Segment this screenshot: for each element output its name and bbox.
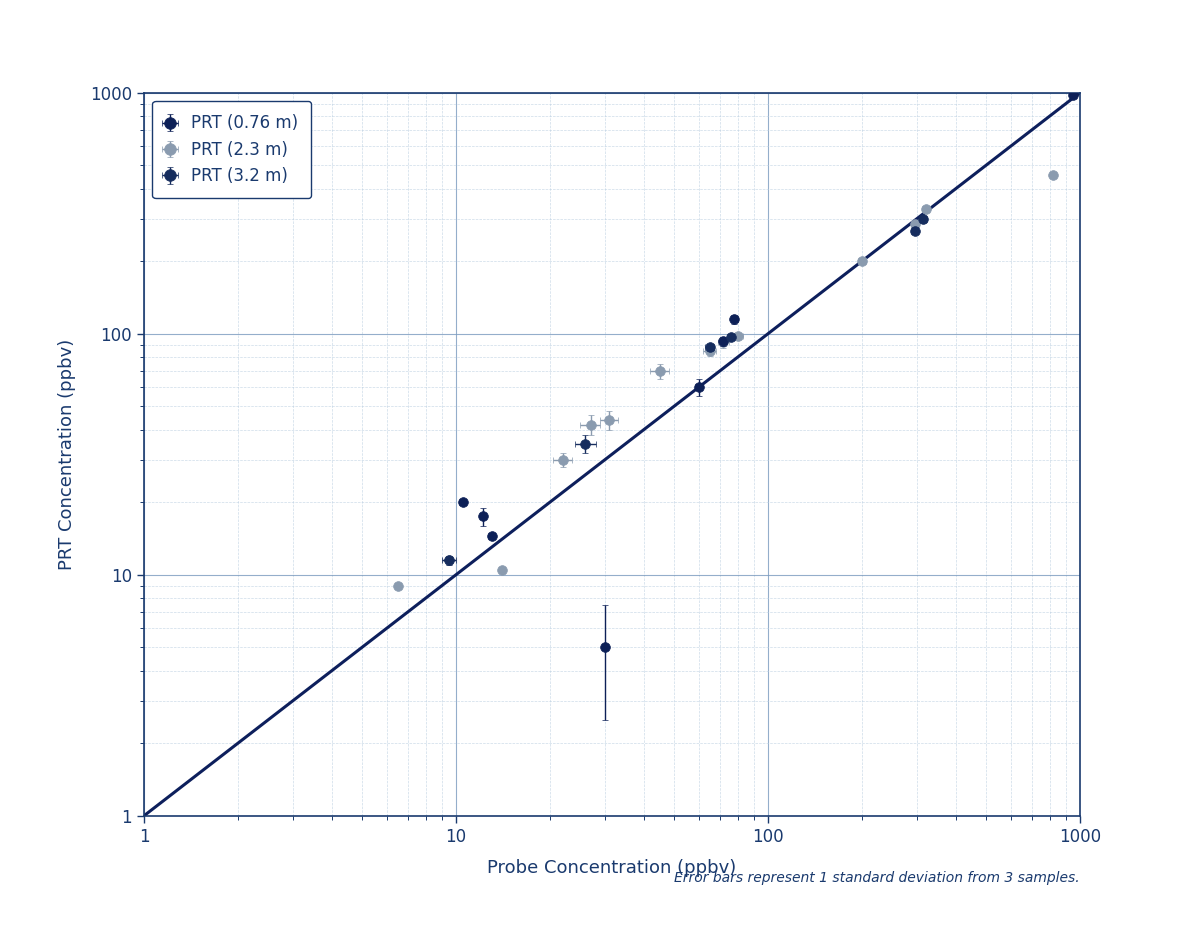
Text: Error bars represent 1 standard deviation from 3 samples.: Error bars represent 1 standard deviatio…: [674, 871, 1080, 885]
X-axis label: Probe Concentration (ppbv): Probe Concentration (ppbv): [487, 859, 737, 878]
Y-axis label: PRT Concentration (ppbv): PRT Concentration (ppbv): [58, 338, 76, 570]
Legend: PRT (0.76 m), PRT (2.3 m), PRT (3.2 m): PRT (0.76 m), PRT (2.3 m), PRT (3.2 m): [152, 101, 311, 198]
